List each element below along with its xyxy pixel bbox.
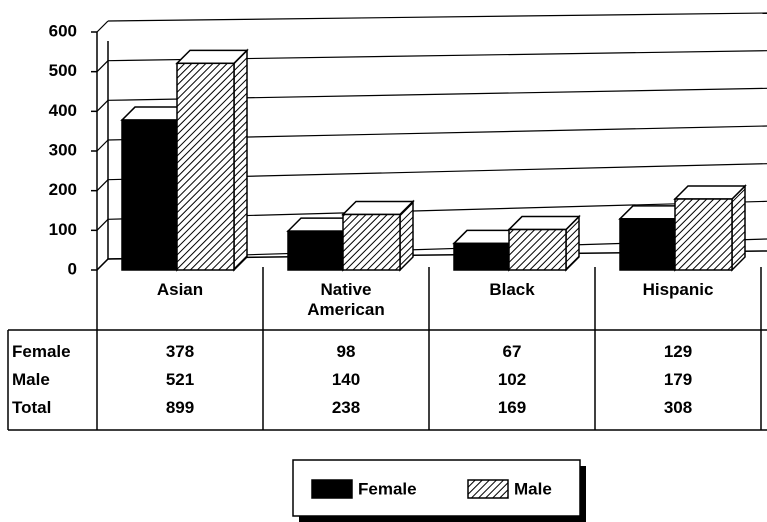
table-value: 179 [663, 370, 693, 389]
legend-label: Female [358, 479, 417, 498]
y-tick-label: 0 [68, 259, 77, 278]
y-tick-label: 600 [49, 21, 77, 40]
y-tick-label: 400 [49, 101, 77, 120]
bar-side [233, 48, 248, 272]
table-row-label: Total [12, 398, 52, 417]
y-tick-label: 500 [49, 61, 77, 80]
bar [453, 242, 510, 271]
x-tick-label: Native American [307, 280, 385, 319]
table-total: 238 [331, 398, 361, 417]
grid-line [96, 99, 109, 112]
table-value: 102 [497, 370, 527, 389]
table-total: 169 [497, 398, 527, 417]
bar-top [175, 49, 249, 65]
grid-line [96, 60, 109, 73]
grid-line [96, 218, 109, 231]
bar [674, 198, 733, 271]
y-tick-label: 300 [49, 140, 77, 159]
grid-line [96, 258, 109, 271]
bar [121, 119, 178, 271]
y-tick-label: 100 [49, 220, 77, 239]
x-tick-label: Hispanic [642, 280, 714, 299]
bar-top [507, 215, 581, 231]
x-tick-label: Black [489, 280, 535, 299]
table-total: 308 [663, 398, 693, 417]
bar [619, 218, 676, 271]
bar [287, 230, 344, 271]
bar [508, 228, 567, 271]
grid-line [96, 20, 109, 33]
x-tick-label: Asian [156, 280, 204, 299]
table-row-label: Female [12, 342, 71, 361]
table-value: 98 [336, 342, 356, 361]
table-value: 129 [663, 342, 693, 361]
y-tick-label: 200 [49, 180, 77, 199]
legend-label: Male [514, 479, 552, 498]
table-value: 140 [331, 370, 361, 389]
grid-line [96, 139, 109, 152]
bar [342, 213, 401, 271]
bar-top [673, 185, 747, 200]
table-value: 67 [502, 342, 522, 361]
legend-swatch [311, 479, 353, 499]
bar-side [731, 184, 746, 272]
table-row-label: Male [12, 370, 50, 389]
table-value: 378 [165, 342, 195, 361]
table-value: 521 [165, 370, 195, 389]
grid-line [107, 12, 767, 22]
bar-top [341, 200, 415, 216]
legend-swatch [467, 479, 509, 499]
grid-line [96, 179, 109, 192]
table-total: 899 [165, 398, 195, 417]
bar [176, 62, 235, 271]
